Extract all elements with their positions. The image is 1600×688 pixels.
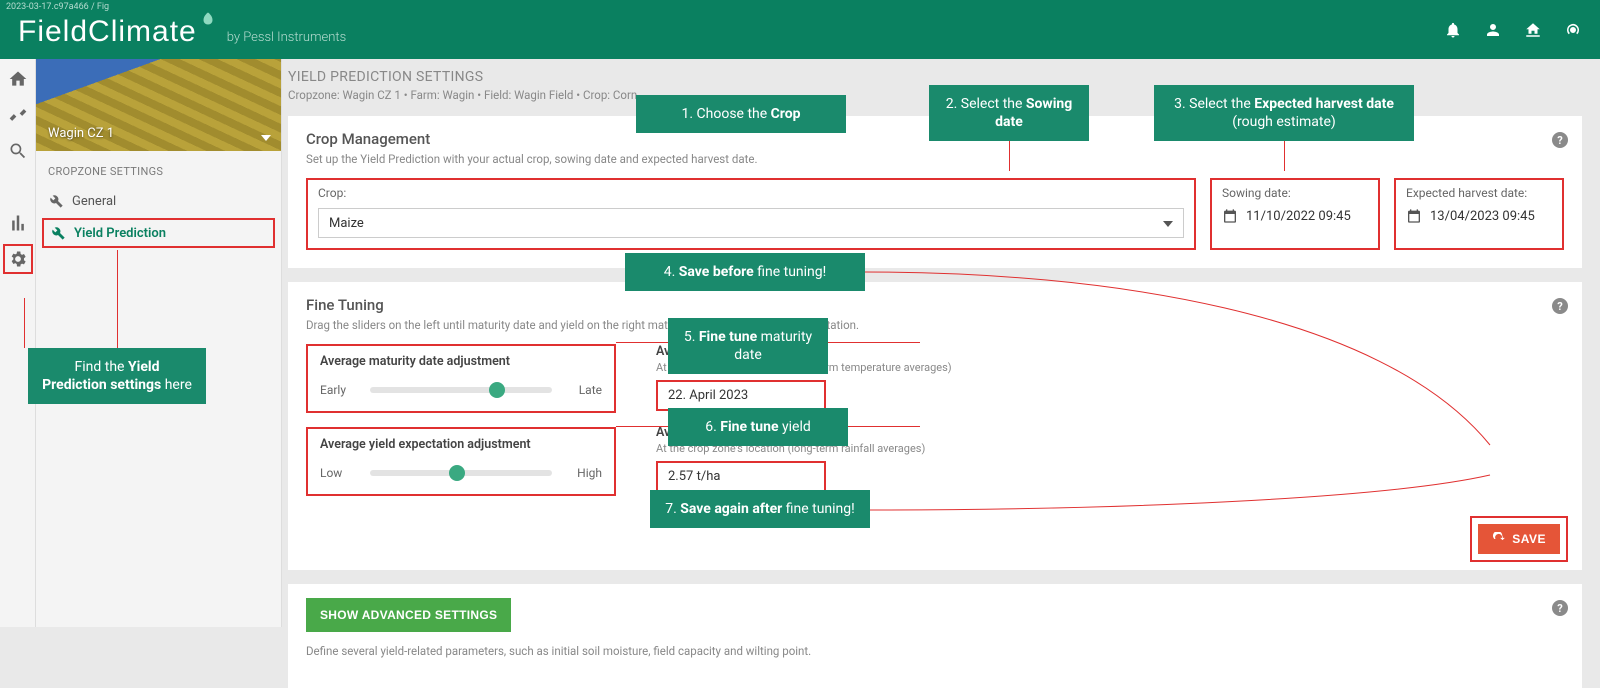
sowing-label: Sowing date: xyxy=(1222,186,1368,200)
maturity-slider-title: Average maturity date adjustment xyxy=(320,354,602,369)
refresh-icon xyxy=(1492,532,1506,546)
connector-line xyxy=(24,298,25,348)
harvest-label: Expected harvest date: xyxy=(1406,186,1552,200)
leaf-icon xyxy=(199,11,217,29)
callout-4: 4. Save before fine tuning! xyxy=(625,253,865,291)
gear-icon[interactable] xyxy=(8,249,28,269)
slider-track[interactable] xyxy=(370,387,552,393)
user-icon[interactable] xyxy=(1484,21,1502,39)
callout-5: 5. Fine tune maturity date xyxy=(668,318,828,374)
maturity-slider-block: Average maturity date adjustment Early L… xyxy=(306,344,616,413)
fine-tuning-sliders: Average maturity date adjustment Early L… xyxy=(306,344,616,510)
brand-main: FieldClimate xyxy=(18,15,197,49)
slider-right-label: High xyxy=(564,466,602,480)
chevron-down-icon xyxy=(261,135,271,141)
calendar-icon xyxy=(1406,208,1422,224)
sidebar-item-label: Yield Prediction xyxy=(74,226,166,241)
page-title: YIELD PREDICTION SETTINGS xyxy=(288,69,1582,85)
callout-6: 6. Fine tune yield xyxy=(668,408,848,446)
calendar-icon xyxy=(1222,208,1238,224)
brand-sub: by Pessl Instruments xyxy=(227,30,346,45)
harvest-date-group: Expected harvest date: 13/04/2023 09:45 xyxy=(1394,178,1564,250)
brand: FieldClimate by Pessl Instruments xyxy=(18,15,346,49)
sidebar: Wagin CZ 1 CROPZONE SETTINGS General Yie… xyxy=(36,59,282,627)
sidebar-item-yield-prediction[interactable]: Yield Prediction xyxy=(42,218,275,248)
callout-3: 3. Select the Expected harvest date (rou… xyxy=(1154,85,1414,141)
slider-thumb[interactable] xyxy=(449,465,465,481)
home-icon[interactable] xyxy=(8,69,28,89)
save-label: SAVE xyxy=(1512,532,1546,546)
callout-7: 7. Save again after fine tuning! xyxy=(650,490,870,528)
crop-field-group: Crop: Maize xyxy=(306,178,1196,250)
yield-slider[interactable]: Low High xyxy=(320,466,602,480)
crop-mgmt-row: Crop: Maize Sowing date: 11/10/2022 09:4… xyxy=(306,178,1564,250)
card-sub: Drag the sliders on the left until matur… xyxy=(306,318,1564,332)
save-button[interactable]: SAVE xyxy=(1478,524,1560,554)
callout-2: 2. Select the Sowing date xyxy=(929,85,1089,141)
chart-icon[interactable] xyxy=(8,213,28,233)
help-icon[interactable]: ? xyxy=(1552,600,1568,616)
sowing-date-group: Sowing date: 11/10/2022 09:45 xyxy=(1210,178,1380,250)
yield-value: 2.57 t/ha xyxy=(656,461,826,492)
fine-tuning-card: ? Fine Tuning Drag the sliders on the le… xyxy=(288,282,1582,570)
connector-line xyxy=(117,250,118,348)
bell-icon[interactable] xyxy=(1444,21,1462,39)
crop-value: Maize xyxy=(329,216,364,231)
yield-slider-block: Average yield expectation adjustment Low… xyxy=(306,427,616,496)
save-button-wrap: SAVE xyxy=(1478,524,1560,554)
satellite-icon[interactable] xyxy=(8,105,28,125)
cropzone-name: Wagin CZ 1 xyxy=(48,126,114,141)
harvest-date-input[interactable]: 13/04/2023 09:45 xyxy=(1406,208,1552,224)
help-icon[interactable]: ? xyxy=(1552,298,1568,314)
farm-icon[interactable] xyxy=(1524,21,1542,39)
slider-left-label: Early xyxy=(320,383,358,397)
broadcast-icon[interactable] xyxy=(1564,21,1582,39)
crop-label: Crop: xyxy=(318,186,1184,200)
slider-track[interactable] xyxy=(370,470,552,476)
callout-1: 1. Choose the Crop xyxy=(636,95,846,133)
zoom-icon[interactable] xyxy=(8,141,28,161)
advanced-desc: Define several yield-related parameters,… xyxy=(306,644,1564,658)
slider-thumb[interactable] xyxy=(489,382,505,398)
app-header: 2023-03-17.c97a466 / Fig FieldClimate by… xyxy=(0,0,1600,59)
card-header: Fine Tuning xyxy=(306,296,1564,314)
connector-line xyxy=(616,426,668,427)
icon-rail xyxy=(0,59,36,627)
wrench-icon xyxy=(48,193,64,209)
tool-icon[interactable] xyxy=(8,177,28,197)
help-icon[interactable]: ? xyxy=(1552,132,1568,148)
header-icons xyxy=(1444,21,1582,39)
sidebar-item-general[interactable]: General xyxy=(36,186,281,216)
build-id: 2023-03-17.c97a466 / Fig xyxy=(6,2,109,12)
harvest-date-value: 13/04/2023 09:45 xyxy=(1430,209,1535,224)
card-sub: Set up the Yield Prediction with your ac… xyxy=(306,152,1564,166)
sowing-date-input[interactable]: 11/10/2022 09:45 xyxy=(1222,208,1368,224)
cropzone-hero[interactable]: Wagin CZ 1 xyxy=(36,59,281,151)
yield-slider-title: Average yield expectation adjustment xyxy=(320,437,602,452)
sowing-date-value: 11/10/2022 09:45 xyxy=(1246,209,1351,224)
connector-line xyxy=(828,342,920,343)
crop-select[interactable]: Maize xyxy=(318,208,1184,238)
advanced-settings-card: ? SHOW ADVANCED SETTINGS Define several … xyxy=(288,584,1582,688)
connector-line xyxy=(848,426,920,427)
connector-line xyxy=(616,342,668,343)
maturity-value: 22. April 2023 xyxy=(656,380,826,411)
sidebar-heading: CROPZONE SETTINGS xyxy=(36,151,281,186)
slider-right-label: Late xyxy=(564,383,602,397)
wrench-icon xyxy=(50,225,66,241)
fine-tuning-grid: Average maturity date adjustment Early L… xyxy=(306,344,1564,510)
slider-left-label: Low xyxy=(320,466,358,480)
main-content: YIELD PREDICTION SETTINGS Cropzone: Wagi… xyxy=(282,59,1600,688)
callout-find: Find the Yield Prediction settings here xyxy=(28,348,206,404)
sidebar-item-label: General xyxy=(72,194,116,209)
maturity-slider[interactable]: Early Late xyxy=(320,383,602,397)
